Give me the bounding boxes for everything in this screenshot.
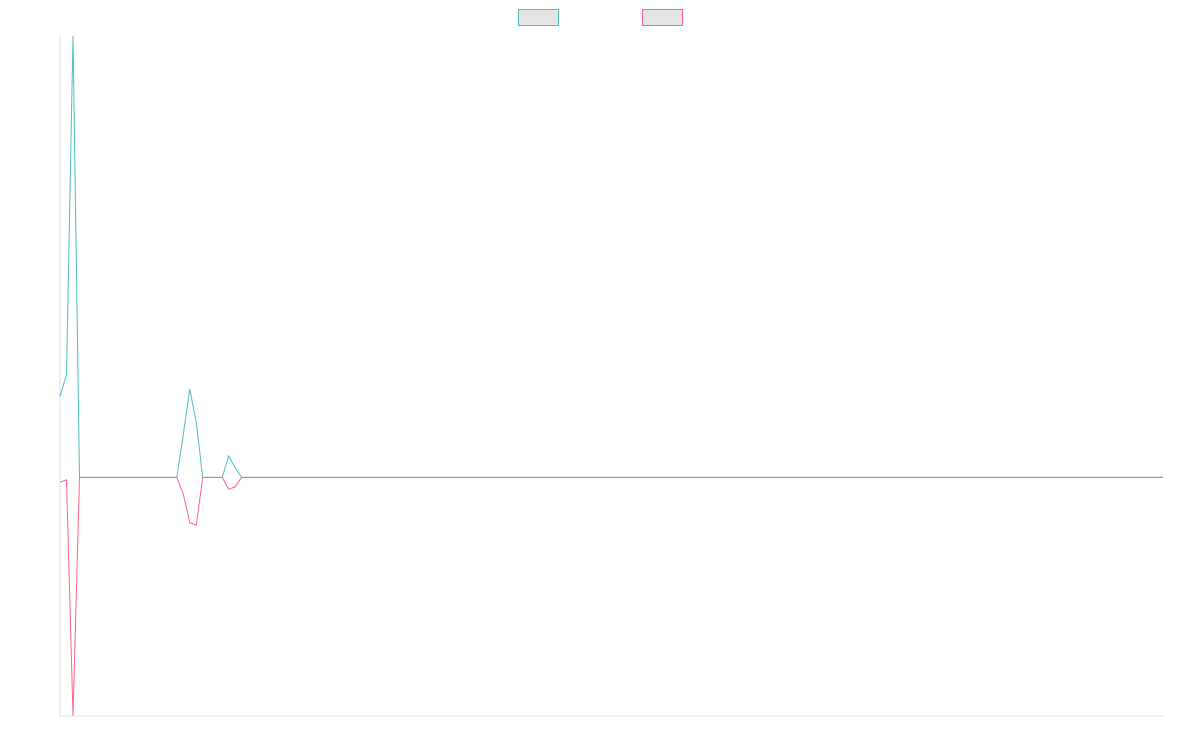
series-layer <box>59 35 1163 717</box>
legend <box>518 9 683 26</box>
legend-swatch-series-2 <box>642 9 683 26</box>
axes <box>59 36 1163 717</box>
series-1-line <box>59 35 1163 478</box>
legend-swatch-series-1 <box>518 9 559 26</box>
series-2-line <box>59 476 1163 717</box>
